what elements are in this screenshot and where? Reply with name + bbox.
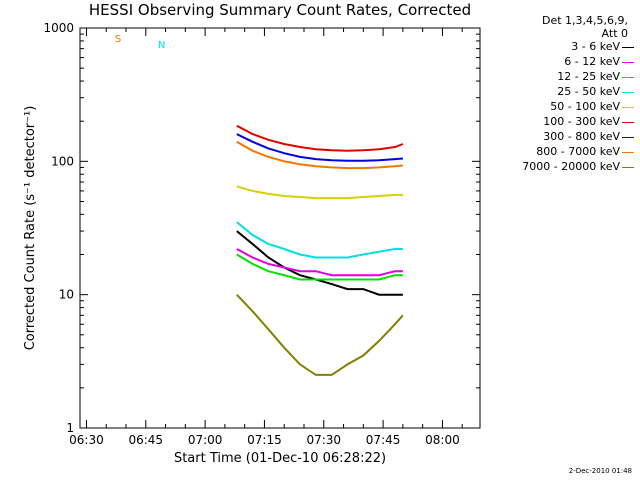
- legend-label: 800 - 7000 keV: [536, 145, 620, 158]
- y-tick-label: 1: [66, 421, 74, 435]
- legend-label: 100 - 300 keV: [543, 115, 620, 128]
- series-line-1: [236, 248, 403, 277]
- series-line-3: [236, 221, 403, 259]
- legend-label: 7000 - 20000 keV: [522, 160, 620, 173]
- y-tick-label: 100: [51, 154, 74, 168]
- legend-swatch: [622, 137, 634, 138]
- legend-swatch: [622, 62, 634, 63]
- y-axis-label: Corrected Count Rate (s⁻¹ detector⁻¹): [23, 106, 38, 351]
- legend-label: 25 - 50 keV: [557, 85, 620, 98]
- series-line-2: [236, 253, 403, 281]
- plot-frame: [79, 27, 481, 429]
- legend-swatch: [622, 92, 634, 93]
- y-tick-label: 10: [59, 288, 74, 302]
- legend-item: 6 - 12 keV: [500, 55, 636, 69]
- legend-swatch: [622, 107, 634, 108]
- generation-timestamp: 2-Dec-2010 01:48: [568, 467, 632, 475]
- legend-header-line-1: Det 1,3,4,5,6,9,: [541, 14, 628, 27]
- x-tick-label: 07:00: [188, 433, 223, 447]
- legend-item: 7000 - 20000 keV: [500, 160, 636, 174]
- legend-swatch: [622, 77, 634, 78]
- series-line-7: [236, 140, 403, 170]
- series-line-8: [236, 294, 404, 376]
- series-line-6: [236, 133, 403, 162]
- legend-label: 6 - 12 keV: [564, 55, 620, 68]
- x-tick-label: 07:45: [366, 433, 401, 447]
- legend-item: 300 - 800 keV: [500, 130, 636, 144]
- x-tick-label: 06:45: [128, 433, 163, 447]
- legend-label: 12 - 25 keV: [557, 70, 620, 83]
- legend-label: 3 - 6 keV: [571, 40, 620, 53]
- x-axis-label: Start Time (01-Dec-10 06:28:22): [174, 451, 386, 466]
- legend-item: 25 - 50 keV: [500, 85, 636, 99]
- legend-item: 12 - 25 keV: [500, 70, 636, 84]
- legend-swatch: [622, 47, 634, 48]
- series-line-0: [236, 230, 403, 296]
- annotation-label-n: N: [158, 40, 165, 51]
- legend-header-line-2: Att 0: [601, 27, 628, 40]
- legend-label: 300 - 800 keV: [543, 130, 620, 143]
- legend-swatch: [622, 122, 634, 123]
- legend-item: 50 - 100 keV: [500, 100, 636, 114]
- x-tick-label: 07:15: [247, 433, 282, 447]
- x-tick-label: 08:00: [425, 433, 460, 447]
- chart-title: HESSI Observing Summary Count Rates, Cor…: [88, 1, 472, 19]
- legend-item: 800 - 7000 keV: [500, 145, 636, 159]
- annotation-label-s: S: [115, 34, 121, 45]
- legend-item: 100 - 300 keV: [500, 115, 636, 129]
- legend-header: Det 1,3,4,5,6,9, Att 0: [488, 14, 628, 40]
- legend-swatch: [622, 167, 634, 168]
- x-tick-label: 06:30: [69, 433, 104, 447]
- series-line-4: [236, 185, 403, 200]
- legend-label: 50 - 100 keV: [550, 100, 620, 113]
- y-tick-label: 1000: [43, 21, 74, 35]
- x-tick-label: 07:30: [306, 433, 341, 447]
- legend-item: 3 - 6 keV: [500, 40, 636, 54]
- series-line-5: [236, 124, 404, 152]
- legend-swatch: [622, 152, 634, 153]
